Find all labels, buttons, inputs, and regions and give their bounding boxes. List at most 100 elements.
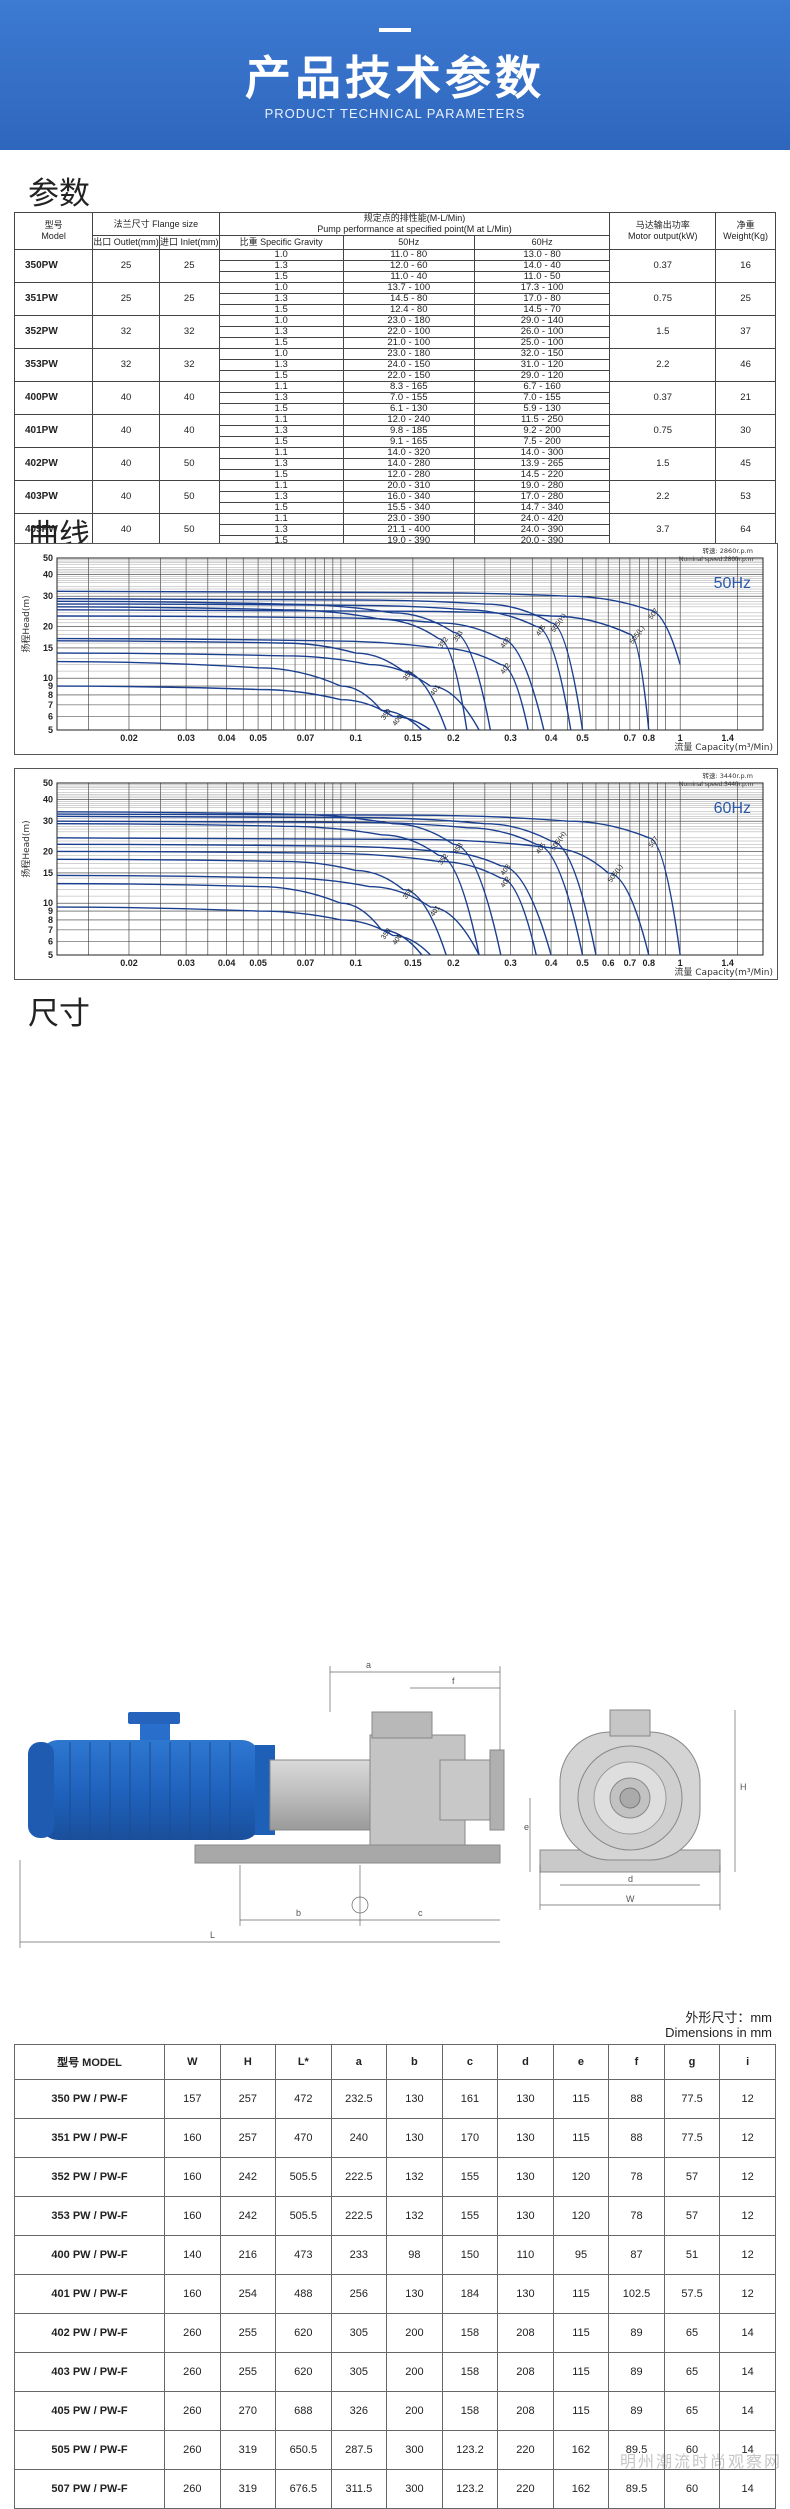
y-axis-label: 扬程Head(m) — [20, 820, 32, 877]
param-outlet: 32 — [92, 315, 160, 349]
dims-model-cell: 507 PW / PW-F — [14, 2469, 165, 2509]
param-model: 352PW — [13, 315, 94, 349]
param-specific-gravity: 1.5 — [218, 271, 344, 283]
param-50hz: 14.0 - 280 — [342, 458, 475, 470]
params-row: 351PW 25 25 1.0 13.7 - 100 17.3 - 100 0.75 25 — [13, 282, 776, 316]
dims-model-cell: 352 PW / PW-F — [14, 2157, 165, 2197]
param-50hz: 8.3 - 165 — [342, 381, 475, 393]
dims-value-cell: 208 — [497, 2391, 554, 2431]
dims-value-cell: 78 — [608, 2157, 665, 2197]
dims-value-cell: 132 — [386, 2196, 443, 2236]
dims-value-cell: 470 — [275, 2118, 332, 2158]
x-tick-label: 0.04 — [218, 958, 236, 968]
dims-value-cell: 65 — [663, 2391, 721, 2431]
param-60hz: 14.5 - 70 — [473, 304, 611, 316]
param-50hz: 24.0 - 150 — [342, 359, 475, 371]
header-flange: 法兰尺寸 Flange size — [92, 212, 220, 236]
speed-label: 转速: 2860r.p.m — [703, 546, 753, 555]
series-line-402 — [56, 850, 537, 956]
param-specific-gravity: 1.1 — [218, 414, 344, 426]
banner-accent-bar — [379, 28, 411, 32]
params-row: 405PW 40 50 1.1 23.0 - 390 24.0 - 420 3.7 64 — [13, 513, 776, 547]
param-model: 401PW — [13, 414, 94, 448]
dims-value-cell: 115 — [552, 2079, 610, 2119]
dims-value-cell: 158 — [441, 2391, 499, 2431]
param-specific-gravity: 1.3 — [218, 392, 344, 404]
dims-value-cell: 676.5 — [275, 2469, 332, 2509]
param-model: 405PW — [13, 513, 94, 547]
dims-value-cell: 200 — [386, 2352, 443, 2392]
dims-value-cell: 184 — [441, 2274, 499, 2314]
param-50hz: 6.1 - 130 — [342, 403, 475, 415]
param-60hz: 17.3 - 100 — [473, 282, 611, 294]
params-row: 1.3 12.0 - 60 14.0 - 40 — [15, 260, 776, 272]
y-tick-label: 10 — [43, 673, 53, 683]
speed-label-en: Nominal speed:3440r.p.m — [679, 781, 753, 788]
x-tick-label: 0.5 — [576, 958, 589, 968]
dims-value-cell: 115 — [552, 2118, 610, 2158]
param-60hz: 17.0 - 280 — [473, 491, 611, 503]
param-50hz: 11.0 - 40 — [342, 271, 475, 283]
dims-value-cell: 161 — [441, 2079, 499, 2119]
dims-value-cell: 60 — [663, 2469, 721, 2509]
param-model: 400PW — [13, 381, 94, 415]
series-line-505h — [56, 815, 597, 956]
dims-value-cell: 123.2 — [441, 2469, 499, 2509]
header-motor: 马达输出功率 Motor output(kW) — [609, 212, 717, 250]
dims-row: 350 PW / PW-F 157 257 472 232.5 130 161 130 115 8… — [14, 2079, 776, 2119]
section-title-dims: 尺寸 — [28, 996, 90, 1032]
chart-grid — [56, 782, 764, 956]
dim-label-h: H — [740, 1782, 747, 1792]
dims-row: 405 PW / PW-F 260 270 688 326 200 158 208 115 89 6… — [14, 2391, 776, 2431]
dims-value-cell: 472 — [275, 2079, 332, 2119]
dims-value-cell: 130 — [386, 2118, 443, 2158]
param-50hz: 23.0 - 390 — [342, 513, 475, 525]
param-motor: 0.75 — [609, 282, 717, 316]
dims-value-cell: 620 — [275, 2352, 332, 2392]
param-inlet: 25 — [158, 282, 220, 316]
param-motor: 2.2 — [609, 480, 717, 514]
x-tick-label: 0.2 — [447, 733, 460, 743]
param-weight: 53 — [715, 480, 776, 514]
dims-value-cell: 88 — [608, 2118, 665, 2158]
params-row: 1.5 15.5 - 340 14.7 - 340 — [15, 502, 776, 514]
dims-value-cell: 260 — [164, 2430, 221, 2470]
dims-value-cell: 311.5 — [330, 2469, 388, 2509]
param-specific-gravity: 1.5 — [218, 370, 344, 382]
dims-value-cell: 12 — [719, 2157, 776, 2197]
dim-label-f: f — [452, 1676, 455, 1686]
dims-value-cell: 233 — [330, 2235, 388, 2275]
dim-label-c: c — [418, 1908, 423, 1918]
param-60hz: 11.0 - 50 — [473, 271, 611, 283]
dims-value-cell: 14 — [719, 2430, 776, 2470]
param-inlet: 50 — [158, 480, 220, 514]
dims-value-cell: 208 — [497, 2352, 554, 2392]
param-motor: 2.2 — [609, 348, 717, 382]
pump-body — [194, 1711, 505, 1864]
param-60hz: 7.0 - 155 — [473, 392, 611, 404]
header-50hz: 50Hz — [342, 235, 475, 250]
dims-value-cell: 130 — [497, 2196, 554, 2236]
dims-value-cell: 260 — [164, 2469, 221, 2509]
dims-header-cell: e — [552, 2044, 610, 2080]
x-axis-label: 流量 Capacity(m³/Min) — [674, 741, 773, 753]
dims-row: 402 PW / PW-F 260 255 620 305 200 158 208 115 89 6… — [14, 2313, 776, 2353]
series-line-351 — [56, 858, 447, 956]
dims-model-cell: 403 PW / PW-F — [14, 2352, 165, 2392]
pump-side-view — [539, 1709, 721, 1873]
dim-label-a: a — [366, 1660, 371, 1670]
dims-header-cell: f — [608, 2044, 665, 2080]
dims-row: 353 PW / PW-F 160 242 505.5 222.5 132 155 130 12… — [14, 2196, 776, 2236]
dims-header-cell: b — [386, 2044, 443, 2080]
watermark: 明州潮流时尚观察网 — [619, 2452, 782, 2471]
param-50hz: 21.1 - 400 — [342, 524, 475, 536]
dims-value-cell: 120 — [552, 2157, 610, 2197]
dims-value-cell: 200 — [386, 2391, 443, 2431]
dims-header-cell: d — [497, 2044, 554, 2080]
x-tick-label: 0.4 — [545, 733, 558, 743]
dims-value-cell: 255 — [219, 2313, 277, 2353]
x-tick-label: 0.03 — [177, 733, 195, 743]
param-weight: 37 — [715, 315, 776, 349]
param-50hz: 7.0 - 155 — [342, 392, 475, 404]
